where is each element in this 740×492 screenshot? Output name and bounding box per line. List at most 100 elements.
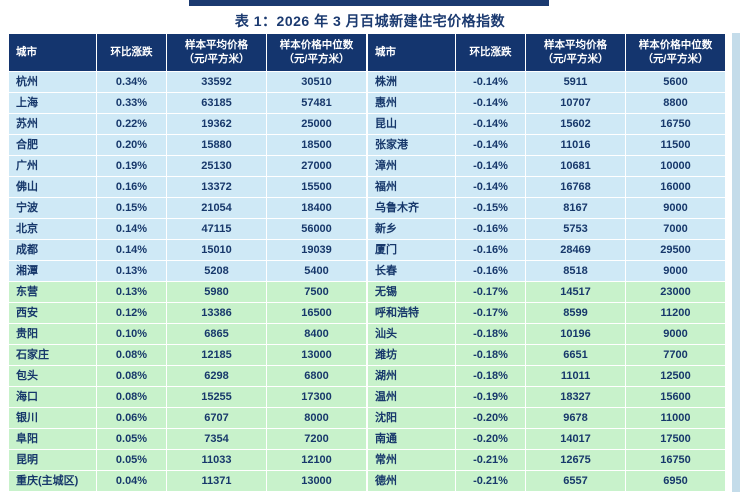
table-row: 南通 -0.20% 14017 17500 (367, 428, 726, 450)
header-median-price: 样本价格中位数 （元/平方米） (625, 33, 726, 72)
cell-median: 18400 (266, 197, 367, 219)
table-row: 北京 0.14% 47115 56000 (8, 218, 367, 240)
cell-change: 0.08% (96, 344, 167, 366)
cell-median: 17500 (625, 428, 726, 450)
cell-avg: 6557 (525, 470, 626, 492)
cell-change: -0.21% (455, 449, 526, 471)
cell-change: -0.18% (455, 365, 526, 387)
cell-city: 长春 (367, 260, 456, 282)
cell-median: 7700 (625, 344, 726, 366)
cell-city: 德州 (367, 470, 456, 492)
cell-avg: 10707 (525, 92, 626, 114)
cell-median: 18500 (266, 134, 367, 156)
table-row: 成都 0.14% 15010 19039 (8, 239, 367, 261)
cell-median: 8800 (625, 92, 726, 114)
cell-city: 惠州 (367, 92, 456, 114)
cell-change: -0.20% (455, 407, 526, 429)
cell-city: 株洲 (367, 71, 456, 93)
cell-change: 0.13% (96, 260, 167, 282)
cell-city: 湘潭 (8, 260, 97, 282)
cell-change: 0.10% (96, 323, 167, 345)
cell-city: 昆明 (8, 449, 97, 471)
cell-avg: 7354 (166, 428, 267, 450)
cell-median: 57481 (266, 92, 367, 114)
price-table-right: 城市 环比涨跌 样本平均价格 （元/平方米） 样本价格中位数 （元/平方米） 株… (367, 33, 726, 492)
table-row: 银川 0.06% 6707 8000 (8, 407, 367, 429)
header-city: 城市 (8, 33, 97, 72)
cell-city: 呼和浩特 (367, 302, 456, 324)
top-divider-bar (189, 0, 549, 6)
cell-city: 沈阳 (367, 407, 456, 429)
cell-median: 16750 (625, 449, 726, 471)
cell-avg: 28469 (525, 239, 626, 261)
header-row: 城市 环比涨跌 样本平均价格 （元/平方米） 样本价格中位数 （元/平方米） (367, 33, 726, 72)
cell-city: 合肥 (8, 134, 97, 156)
table-row: 漳州 -0.14% 10681 10000 (367, 155, 726, 177)
cell-median: 7000 (625, 218, 726, 240)
header-median-price: 样本价格中位数 （元/平方米） (266, 33, 367, 72)
table-row: 潍坊 -0.18% 6651 7700 (367, 344, 726, 366)
cell-median: 16500 (266, 302, 367, 324)
cell-median: 15600 (625, 386, 726, 408)
cell-city: 佛山 (8, 176, 97, 198)
table-row: 汕头 -0.18% 10196 9000 (367, 323, 726, 345)
cell-change: 0.19% (96, 155, 167, 177)
cell-avg: 12675 (525, 449, 626, 471)
cell-city: 上海 (8, 92, 97, 114)
cell-median: 6800 (266, 365, 367, 387)
cell-avg: 8518 (525, 260, 626, 282)
cell-avg: 12185 (166, 344, 267, 366)
cell-city: 昆山 (367, 113, 456, 135)
table-row: 杭州 0.34% 33592 30510 (8, 71, 367, 93)
table-row: 昆明 0.05% 11033 12100 (8, 449, 367, 471)
cell-median: 9000 (625, 197, 726, 219)
cell-avg: 18327 (525, 386, 626, 408)
cell-avg: 6651 (525, 344, 626, 366)
cell-avg: 6298 (166, 365, 267, 387)
table-row: 长春 -0.16% 8518 9000 (367, 260, 726, 282)
table-row: 上海 0.33% 63185 57481 (8, 92, 367, 114)
table-row: 温州 -0.19% 18327 15600 (367, 386, 726, 408)
cell-city: 海口 (8, 386, 97, 408)
cell-avg: 11033 (166, 449, 267, 471)
cell-avg: 9678 (525, 407, 626, 429)
cell-avg: 25130 (166, 155, 267, 177)
cell-avg: 8599 (525, 302, 626, 324)
cell-median: 9000 (625, 260, 726, 282)
cell-median: 13000 (266, 344, 367, 366)
cell-change: -0.18% (455, 344, 526, 366)
cell-median: 13000 (266, 470, 367, 492)
cell-city: 厦门 (367, 239, 456, 261)
cell-change: 0.05% (96, 428, 167, 450)
cell-avg: 10196 (525, 323, 626, 345)
cell-city: 汕头 (367, 323, 456, 345)
cell-median: 19039 (266, 239, 367, 261)
header-avg-price: 样本平均价格 （元/平方米） (525, 33, 626, 72)
cell-change: 0.13% (96, 281, 167, 303)
cell-city: 贵阳 (8, 323, 97, 345)
cell-avg: 13372 (166, 176, 267, 198)
cell-change: -0.14% (455, 134, 526, 156)
title-bar: 表 1：2026 年 3 月百城新建住宅价格指数 (0, 0, 740, 33)
cell-change: 0.16% (96, 176, 167, 198)
table-row: 新乡 -0.16% 5753 7000 (367, 218, 726, 240)
table-row: 株洲 -0.14% 5911 5600 (367, 71, 726, 93)
table-row: 重庆(主城区) 0.04% 11371 13000 (8, 470, 367, 492)
cell-city: 张家港 (367, 134, 456, 156)
cell-city: 阜阳 (8, 428, 97, 450)
cell-change: -0.14% (455, 92, 526, 114)
cell-median: 56000 (266, 218, 367, 240)
table-row: 佛山 0.16% 13372 15500 (8, 176, 367, 198)
cell-city: 南通 (367, 428, 456, 450)
cell-change: 0.14% (96, 239, 167, 261)
table-row: 昆山 -0.14% 15602 16750 (367, 113, 726, 135)
table-row: 石家庄 0.08% 12185 13000 (8, 344, 367, 366)
cell-change: -0.17% (455, 302, 526, 324)
cell-median: 5400 (266, 260, 367, 282)
tables-container: 城市 环比涨跌 样本平均价格 （元/平方米） 样本价格中位数 （元/平方米） 杭… (0, 33, 732, 492)
cell-city: 潍坊 (367, 344, 456, 366)
header-avg-price: 样本平均价格 （元/平方米） (166, 33, 267, 72)
cell-median: 30510 (266, 71, 367, 93)
cell-avg: 16768 (525, 176, 626, 198)
cell-change: -0.15% (455, 197, 526, 219)
